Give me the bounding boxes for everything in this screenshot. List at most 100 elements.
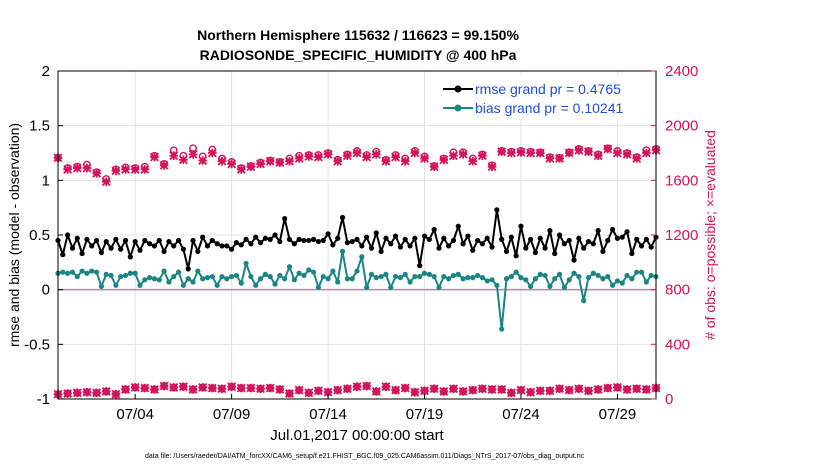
- obs-evaluated-bottom-11: [159, 381, 169, 391]
- series-point-bias-121: [638, 269, 645, 275]
- obs-evaluated-bottom-16: [207, 383, 217, 393]
- series-point-bias-102: [547, 283, 553, 289]
- obs-evaluated-top-32: [362, 152, 372, 162]
- series-point-rmse-85: [465, 233, 471, 239]
- series-point-bias-54: [315, 284, 322, 291]
- series-point-rmse-111: [590, 241, 596, 247]
- series-point-bias-68: [383, 271, 389, 277]
- series-point-bias-76: [421, 270, 428, 276]
- right-tick-label-4: 1600: [665, 172, 698, 189]
- series-point-bias-97: [523, 277, 529, 283]
- legend-box: [436, 75, 652, 119]
- right-tick-label-2: 800: [665, 282, 690, 299]
- series-point-rmse-121: [638, 243, 645, 249]
- series-point-rmse-2: [65, 232, 71, 238]
- series-point-rmse-14: [122, 237, 129, 244]
- series-point-bias-98: [528, 283, 534, 289]
- series-point-rmse-86: [470, 247, 476, 253]
- series-point-rmse-75: [417, 263, 423, 269]
- obs-evaluated-top-26: [304, 151, 314, 161]
- obs-evaluated-bottom-32: [362, 381, 372, 391]
- series-point-rmse-66: [373, 230, 379, 236]
- obs-evaluated-bottom-1: [63, 389, 73, 398]
- obs-evaluated-top-44: [477, 151, 487, 161]
- obs-evaluated-bottom-18: [227, 382, 237, 392]
- obs-evaluated-top-61: [641, 148, 651, 158]
- series-point-bias-26: [180, 282, 186, 288]
- series-point-bias-84: [460, 276, 466, 282]
- series-point-bias-49: [291, 277, 297, 283]
- obs-evaluated-top-37: [410, 148, 420, 158]
- obs-evaluated-top-33: [371, 149, 381, 159]
- obs-evaluated-top-10: [150, 152, 159, 162]
- series-point-bias-82: [450, 272, 457, 279]
- y-axis-right-label: # of obs: o=possible; ×=evaluated: [702, 130, 718, 340]
- series-point-rmse-8: [93, 237, 100, 244]
- series-point-rmse-22: [161, 248, 167, 254]
- obs-evaluated-top-1: [63, 164, 73, 174]
- obs-evaluated-top-60: [632, 154, 642, 163]
- obs-evaluated-bottom-36: [400, 383, 410, 393]
- obs-evaluated-bottom-29: [333, 385, 343, 395]
- obs-evaluated-top-24: [285, 156, 294, 166]
- series-point-rmse-1: [60, 252, 66, 258]
- obs-evaluated-bottom-42: [458, 387, 468, 396]
- left-tick-label-4: 1: [42, 172, 50, 189]
- left-tick-label-0: -1: [37, 391, 50, 408]
- series-point-rmse-29: [195, 248, 201, 254]
- series-point-rmse-71: [397, 244, 404, 250]
- series-point-bias-63: [359, 254, 365, 260]
- obs-evaluated-bottom-40: [439, 387, 449, 396]
- series-point-bias-9: [98, 283, 105, 289]
- series-point-bias-75: [417, 273, 423, 280]
- series-point-rmse-61: [349, 238, 355, 245]
- series-point-bias-5: [79, 268, 85, 274]
- x-tick-label-5: 07/29: [599, 406, 637, 423]
- obs-evaluated-bottom-49: [526, 387, 536, 397]
- obs-evaluated-top-55: [584, 147, 593, 157]
- series-point-bias-77: [426, 271, 432, 277]
- series-point-rmse-55: [320, 237, 326, 244]
- series-point-rmse-54: [315, 238, 322, 245]
- series-point-bias-66: [373, 275, 379, 281]
- x-tick-label-0: 07/04: [116, 406, 154, 423]
- series-point-rmse-72: [402, 236, 408, 242]
- series-point-rmse-49: [291, 241, 297, 247]
- series-point-rmse-80: [441, 235, 447, 241]
- series-point-bias-65: [368, 271, 375, 277]
- series-point-rmse-63: [359, 243, 365, 249]
- series-point-bias-6: [84, 270, 90, 276]
- series-point-bias-23: [166, 279, 172, 285]
- series-point-rmse-10: [103, 238, 109, 245]
- series-point-bias-50: [296, 270, 302, 276]
- series-point-rmse-106: [566, 237, 572, 244]
- series-point-bias-58: [335, 279, 341, 285]
- obs-evaluated-top-14: [188, 149, 198, 159]
- obs-evaluated-top-49: [526, 148, 536, 158]
- legend-rmse-label: rmse grand pr = 0.4765: [475, 81, 621, 97]
- obs-evaluated-top-17: [217, 156, 227, 166]
- series-point-rmse-109: [581, 245, 587, 251]
- series-point-bias-70: [392, 273, 399, 280]
- series-point-rmse-90: [489, 244, 495, 250]
- series-point-bias-14: [122, 272, 129, 279]
- obs-evaluated-top-6: [111, 166, 121, 176]
- series-point-bias-29: [195, 268, 201, 274]
- series-point-bias-61: [349, 276, 355, 282]
- obs-evaluated-top-47: [506, 148, 516, 158]
- series-point-rmse-59: [339, 214, 346, 221]
- series-point-rmse-27: [185, 266, 191, 272]
- x-tick-label-4: 07/24: [502, 406, 540, 423]
- series-point-bias-109: [581, 298, 587, 304]
- series-point-bias-88: [479, 275, 485, 281]
- obs-evaluated-bottom-44: [477, 384, 487, 394]
- series-point-bias-53: [310, 269, 317, 275]
- obs-evaluated-bottom-61: [641, 384, 651, 394]
- obs-evaluated-bottom-25: [294, 385, 304, 395]
- chart-title-line2: RADIOSONDE_SPECIFIC_HUMIDITY @ 400 hPa: [200, 47, 517, 63]
- series-point-bias-112: [595, 272, 601, 279]
- obs-evaluated-top-51: [545, 154, 555, 163]
- series-point-rmse-3: [69, 245, 76, 251]
- obs-evaluated-bottom-30: [342, 384, 352, 394]
